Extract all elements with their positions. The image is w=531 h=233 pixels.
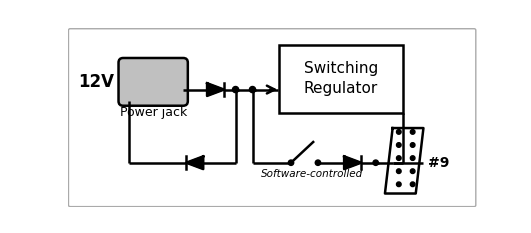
Circle shape: [288, 160, 294, 165]
Polygon shape: [207, 83, 224, 96]
Circle shape: [410, 143, 415, 147]
Circle shape: [397, 130, 401, 134]
FancyBboxPatch shape: [68, 29, 476, 207]
Polygon shape: [186, 156, 203, 169]
Circle shape: [410, 156, 415, 160]
Circle shape: [397, 182, 401, 187]
Text: Switching
Regulator: Switching Regulator: [304, 61, 378, 96]
Circle shape: [410, 169, 415, 174]
Circle shape: [250, 86, 255, 93]
Text: #9: #9: [428, 156, 449, 170]
Circle shape: [233, 86, 238, 93]
Circle shape: [410, 130, 415, 134]
Text: 12V: 12V: [79, 73, 115, 91]
Circle shape: [315, 160, 321, 165]
Text: Power jack: Power jack: [119, 106, 187, 119]
Circle shape: [373, 160, 379, 165]
Polygon shape: [385, 128, 423, 194]
Text: Software-controlled: Software-controlled: [261, 169, 363, 179]
Polygon shape: [344, 156, 361, 169]
Bar: [279, 45, 402, 113]
FancyBboxPatch shape: [118, 58, 188, 106]
Circle shape: [397, 156, 401, 160]
Circle shape: [410, 182, 415, 187]
Circle shape: [397, 143, 401, 147]
Circle shape: [397, 169, 401, 174]
